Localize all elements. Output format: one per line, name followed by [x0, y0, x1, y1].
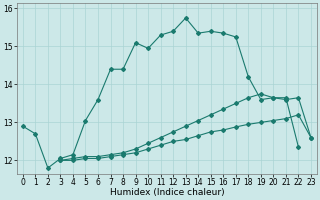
- X-axis label: Humidex (Indice chaleur): Humidex (Indice chaleur): [109, 188, 224, 197]
